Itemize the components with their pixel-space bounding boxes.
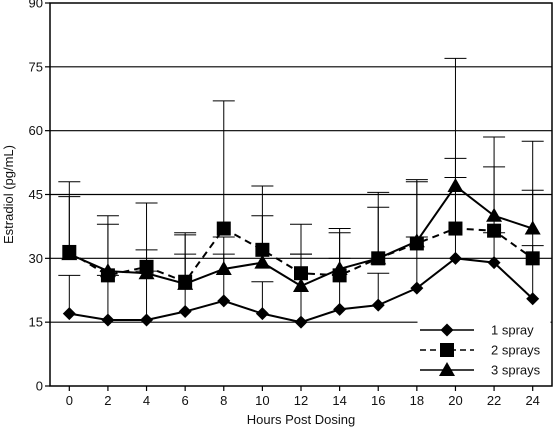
x-tick-label: 18 — [410, 393, 424, 408]
x-tick-label: 12 — [294, 393, 308, 408]
x-tick-label: 24 — [525, 393, 539, 408]
x-tick-label: 2 — [104, 393, 111, 408]
legend-label-3-sprays: 3 sprays — [491, 363, 541, 378]
y-tick-label: 0 — [36, 379, 43, 394]
data-point-1-spray — [217, 294, 231, 308]
data-point-3-sprays — [177, 275, 194, 290]
y-tick-label: 90 — [29, 0, 43, 11]
data-point-1-spray — [140, 313, 154, 327]
data-point-1-spray — [333, 302, 347, 316]
legend-label-1-spray: 1 spray — [491, 323, 534, 338]
y-tick-label: 45 — [29, 187, 43, 202]
data-point-2-sprays — [216, 221, 231, 236]
x-tick-label: 4 — [143, 393, 150, 408]
data-point-1-spray — [448, 251, 462, 265]
legend-label-2-sprays: 2 sprays — [491, 343, 541, 358]
y-tick-label: 75 — [29, 59, 43, 74]
data-point-3-sprays — [408, 233, 425, 248]
y-tick-label: 60 — [29, 123, 43, 138]
data-point-1-spray — [294, 315, 308, 329]
y-tick-label: 30 — [29, 251, 43, 266]
x-tick-label: 10 — [255, 393, 269, 408]
data-point-2-sprays — [525, 251, 540, 266]
series-markers — [61, 177, 541, 329]
data-point-3-sprays — [99, 263, 116, 278]
data-point-2-sprays — [487, 223, 502, 238]
data-point-3-sprays — [293, 277, 309, 292]
axes — [45, 2, 534, 391]
x-axis-title: Hours Post Dosing — [247, 412, 355, 427]
x-tick-label: 20 — [448, 393, 462, 408]
y-axis-title: Estradiol (pg/mL) — [1, 145, 16, 244]
data-point-1-spray — [101, 313, 115, 327]
data-point-3-sprays — [331, 260, 348, 275]
data-point-3-sprays — [370, 250, 387, 265]
data-point-2-sprays — [294, 266, 308, 281]
x-tick-label: 22 — [487, 393, 501, 408]
legend-marker-3-sprays — [439, 362, 455, 376]
data-point-2-sprays — [255, 242, 270, 257]
data-point-1-spray — [62, 307, 76, 321]
data-point-3-sprays — [524, 220, 541, 235]
data-point-3-sprays — [486, 207, 503, 222]
data-point-3-sprays — [215, 260, 232, 275]
data-point-1-spray — [371, 298, 385, 312]
data-point-1-spray — [487, 256, 501, 270]
legend-marker-2-sprays — [440, 343, 454, 357]
x-tick-label: 0 — [66, 393, 73, 408]
data-point-1-spray — [255, 307, 269, 321]
data-point-1-spray — [178, 305, 192, 319]
data-point-3-sprays — [447, 177, 464, 192]
data-point-3-sprays — [254, 254, 271, 269]
data-point-1-spray — [526, 292, 540, 306]
data-point-3-sprays — [138, 265, 155, 280]
x-tick-label: 6 — [182, 393, 189, 408]
data-point-2-sprays — [448, 221, 463, 236]
x-tick-label: 8 — [220, 393, 227, 408]
data-point-1-spray — [410, 281, 424, 295]
y-tick-label: 15 — [29, 315, 43, 330]
x-tick-label: 14 — [332, 393, 346, 408]
legend: 1 spray 2 sprays 3 sprays — [417, 319, 551, 381]
legend-marker-1-spray — [440, 323, 454, 337]
x-tick-label: 16 — [371, 393, 385, 408]
data-point-3-sprays — [61, 246, 78, 261]
